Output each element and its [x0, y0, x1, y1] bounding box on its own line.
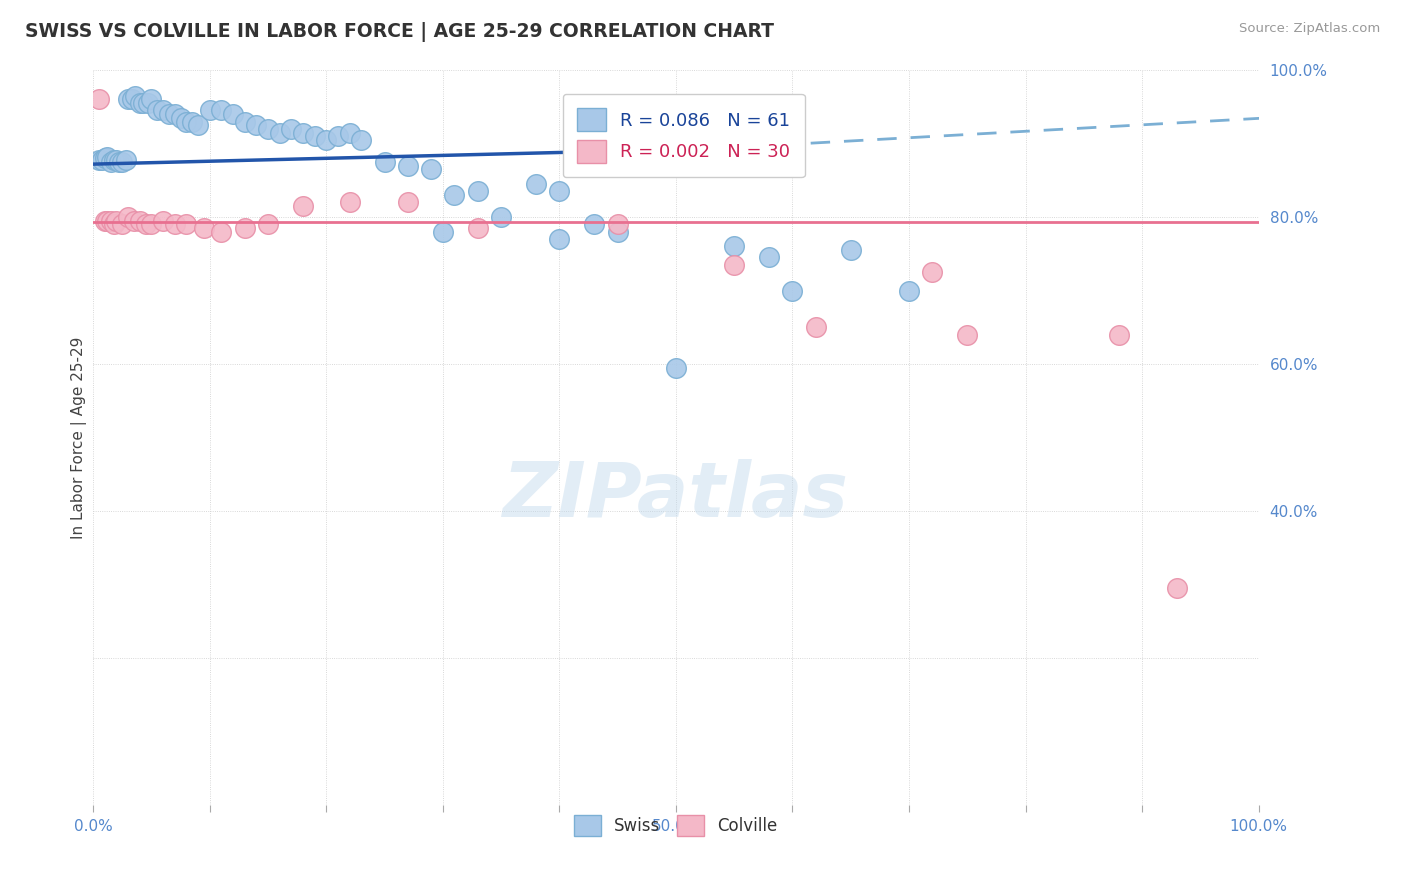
- Point: [128, 213, 150, 227]
- Point: [956, 327, 979, 342]
- Text: SWISS VS COLVILLE IN LABOR FORCE | AGE 25-29 CORRELATION CHART: SWISS VS COLVILLE IN LABOR FORCE | AGE 2…: [25, 22, 775, 42]
- Point: [665, 155, 688, 169]
- Point: [467, 184, 489, 198]
- Point: [96, 213, 118, 227]
- Point: [839, 243, 862, 257]
- Legend: Swiss, Colville: Swiss, Colville: [567, 806, 786, 845]
- Text: ZIPatlas: ZIPatlas: [503, 459, 849, 533]
- Point: [396, 159, 419, 173]
- Point: [209, 225, 232, 239]
- Point: [257, 121, 280, 136]
- Point: [103, 218, 125, 232]
- Point: [117, 92, 139, 106]
- Point: [606, 159, 628, 173]
- Point: [326, 129, 349, 144]
- Point: [198, 103, 221, 118]
- Point: [176, 218, 198, 232]
- Point: [128, 96, 150, 111]
- Point: [91, 153, 114, 167]
- Point: [94, 213, 117, 227]
- Point: [524, 177, 547, 191]
- Point: [176, 114, 198, 128]
- Point: [257, 218, 280, 232]
- Point: [222, 107, 245, 121]
- Point: [103, 153, 125, 167]
- Point: [152, 213, 174, 227]
- Point: [96, 150, 118, 164]
- Point: [443, 188, 465, 202]
- Point: [723, 239, 745, 253]
- Point: [105, 153, 128, 167]
- Point: [100, 155, 122, 169]
- Point: [548, 184, 571, 198]
- Point: [181, 114, 204, 128]
- Point: [339, 195, 361, 210]
- Point: [548, 232, 571, 246]
- Point: [758, 251, 780, 265]
- Point: [291, 199, 314, 213]
- Point: [100, 213, 122, 227]
- Point: [157, 107, 180, 121]
- Point: [187, 118, 209, 132]
- Point: [233, 221, 256, 235]
- Point: [606, 225, 628, 239]
- Point: [897, 284, 920, 298]
- Point: [209, 103, 232, 118]
- Point: [111, 155, 134, 169]
- Point: [804, 320, 827, 334]
- Point: [280, 121, 302, 136]
- Point: [723, 258, 745, 272]
- Point: [291, 126, 314, 140]
- Point: [304, 129, 326, 144]
- Point: [420, 162, 443, 177]
- Point: [152, 103, 174, 118]
- Point: [105, 213, 128, 227]
- Point: [641, 155, 664, 169]
- Point: [373, 155, 395, 169]
- Text: Source: ZipAtlas.com: Source: ZipAtlas.com: [1240, 22, 1381, 36]
- Point: [117, 210, 139, 224]
- Point: [782, 284, 804, 298]
- Point: [135, 218, 157, 232]
- Point: [87, 92, 110, 106]
- Point: [136, 96, 159, 111]
- Point: [169, 111, 191, 125]
- Point: [146, 103, 169, 118]
- Point: [87, 153, 110, 167]
- Point: [583, 218, 606, 232]
- Point: [122, 213, 145, 227]
- Point: [114, 153, 136, 167]
- Point: [489, 210, 512, 224]
- Point: [107, 155, 129, 169]
- Y-axis label: In Labor Force | Age 25-29: In Labor Force | Age 25-29: [72, 336, 87, 539]
- Point: [921, 265, 943, 279]
- Point: [665, 360, 688, 375]
- Point: [193, 221, 215, 235]
- Point: [1108, 327, 1130, 342]
- Point: [396, 195, 419, 210]
- Point: [432, 225, 454, 239]
- Point: [233, 114, 256, 128]
- Point: [467, 221, 489, 235]
- Point: [339, 126, 361, 140]
- Point: [94, 151, 117, 165]
- Point: [111, 218, 134, 232]
- Point: [1166, 581, 1188, 595]
- Point: [350, 133, 373, 147]
- Point: [132, 96, 155, 111]
- Point: [163, 218, 186, 232]
- Point: [124, 88, 146, 103]
- Point: [245, 118, 267, 132]
- Point: [606, 218, 628, 232]
- Point: [141, 218, 163, 232]
- Point: [121, 92, 143, 106]
- Point: [315, 133, 337, 147]
- Point: [141, 92, 163, 106]
- Point: [269, 126, 291, 140]
- Point: [163, 107, 186, 121]
- Point: [700, 159, 723, 173]
